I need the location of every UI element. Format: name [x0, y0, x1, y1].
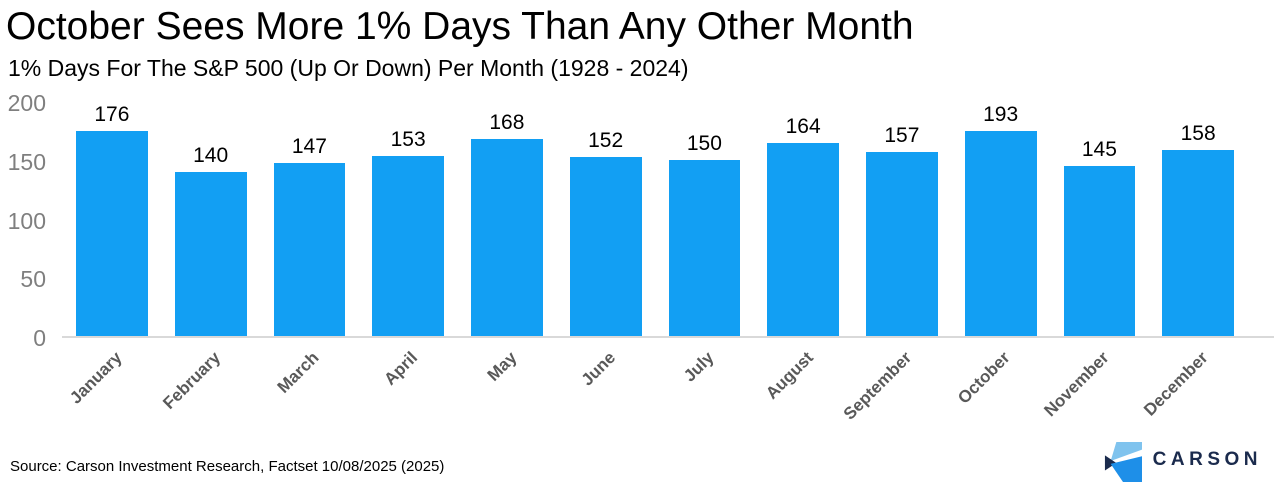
x-tick-label: August	[761, 348, 817, 403]
chart-subtitle: 1% Days For The S&P 500 (Up Or Down) Per…	[8, 55, 689, 81]
x-tick: February	[159, 338, 247, 434]
x-tick: June	[570, 338, 642, 434]
y-tick-label: 150	[7, 148, 46, 175]
y-tick-label: 0	[33, 325, 46, 351]
bar-value-label: 176	[94, 103, 130, 126]
x-tick-label: December	[1139, 348, 1212, 420]
bar-value-label: 145	[1081, 137, 1117, 161]
bar-group-may: 168	[471, 103, 543, 336]
x-tick-label: February	[159, 348, 225, 413]
bar	[372, 156, 444, 336]
bar-value-label: 140	[193, 143, 229, 167]
bar	[767, 143, 839, 336]
bar-group-december: 158	[1162, 103, 1234, 336]
source-note: Source: Carson Investment Research, Fact…	[10, 458, 445, 475]
y-tick-label: 50	[20, 266, 46, 293]
bar-group-july: 150	[668, 103, 741, 336]
x-tick: April	[372, 338, 444, 434]
bar	[668, 159, 741, 336]
bar-value-label: 153	[390, 128, 426, 152]
bar	[866, 151, 938, 336]
bar	[471, 138, 543, 336]
bar	[1063, 165, 1136, 336]
x-tick: October	[955, 338, 1037, 434]
x-tick-label: March	[273, 348, 323, 397]
bar	[273, 163, 346, 336]
x-tick-label: June	[577, 348, 620, 390]
carson-logo-text: CARSON	[1152, 449, 1262, 470]
footer: Source: Carson Investment Research, Fact…	[10, 441, 1262, 483]
bar-value-label: 147	[291, 135, 327, 159]
bar	[569, 157, 642, 336]
x-tick: May	[471, 338, 543, 434]
bar-value-label: 150	[686, 131, 722, 155]
bar-group-april: 153	[372, 103, 444, 336]
x-tick-label: July	[680, 348, 718, 386]
bar-value-label: 168	[489, 110, 525, 134]
x-tick: August	[762, 338, 839, 434]
x-tick: September	[840, 338, 938, 434]
bar	[1162, 150, 1234, 336]
x-tick: November	[1041, 338, 1136, 434]
carson-logo: CARSON	[1104, 441, 1262, 483]
bar-group-march: 147	[273, 103, 346, 336]
bar-group-august: 164	[767, 103, 839, 336]
x-tick-label: May	[483, 348, 521, 385]
bar	[76, 131, 148, 336]
x-tick-label: September	[839, 348, 916, 424]
bar-group-february: 140	[174, 103, 247, 336]
y-axis: 0 50 100 150 200	[0, 90, 46, 351]
bar-chart: 0 50 100 150 200 176 140 147 153 168 152 150 164 157…	[0, 90, 1274, 434]
x-tick-label: January	[65, 348, 126, 408]
carson-logo-icon	[1104, 442, 1142, 482]
y-tick-label: 200	[7, 90, 46, 116]
bar-group-january: 176	[76, 103, 148, 336]
bar-group-june: 152	[569, 103, 642, 336]
bar-value-label: 193	[983, 103, 1019, 126]
bar-value-label: 158	[1180, 122, 1216, 146]
bar-group-october: 193	[964, 103, 1037, 336]
x-tick: March	[274, 338, 346, 434]
x-axis: January February March April May June July Augu…	[62, 338, 1274, 434]
bar-group-november: 145	[1063, 103, 1136, 336]
x-tick: December	[1140, 338, 1234, 434]
bar-value-label: 152	[588, 129, 624, 153]
x-tick: January	[66, 338, 148, 434]
y-tick-label: 100	[7, 207, 46, 234]
bar	[964, 131, 1037, 336]
x-tick-label: April	[380, 348, 422, 389]
x-tick: July	[669, 338, 741, 434]
bar-value-label: 157	[884, 123, 920, 147]
x-tick-label: October	[954, 348, 1015, 408]
bar-value-label: 164	[785, 115, 821, 139]
bar	[174, 171, 247, 336]
chart-title: October Sees More 1% Days Than Any Other…	[6, 5, 914, 48]
x-tick-label: November	[1040, 348, 1113, 421]
bar-group-september: 157	[866, 103, 938, 336]
plot-area: 176 140 147 153 168 152 150 164 157 193 145 158	[62, 103, 1274, 338]
